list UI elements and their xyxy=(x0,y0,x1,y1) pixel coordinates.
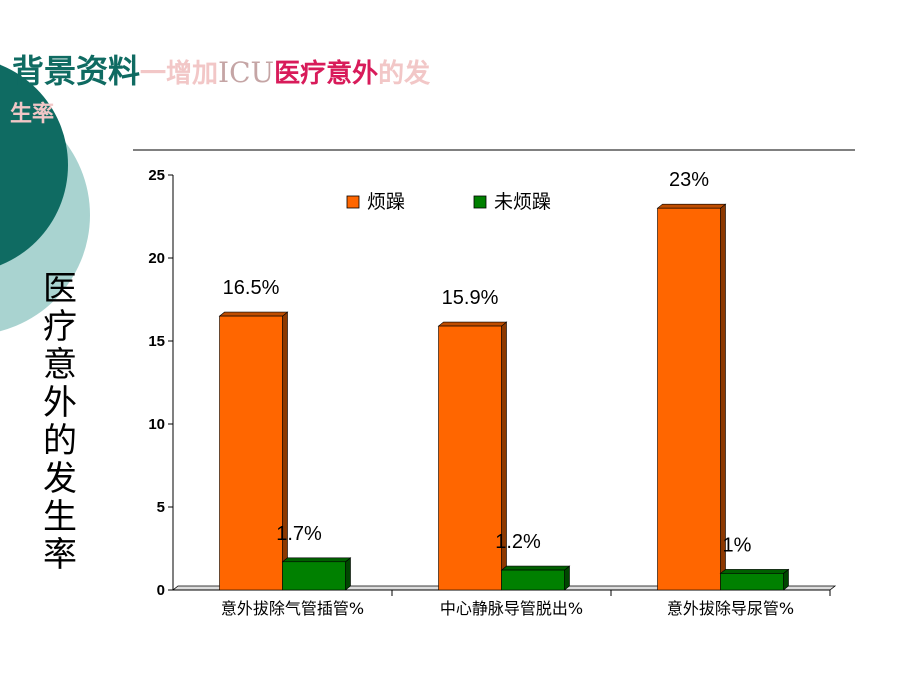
bar-top xyxy=(656,203,727,209)
bar xyxy=(219,315,283,591)
y-tick-label: 20 xyxy=(148,250,165,267)
data-label: 23% xyxy=(669,169,709,191)
y-axis-label-char: 发 xyxy=(43,459,77,499)
y-tick-label: 0 xyxy=(157,582,165,599)
bar xyxy=(282,561,346,591)
title-main: 背景资料 xyxy=(12,52,141,90)
bar xyxy=(438,325,502,591)
y-tick-label: 15 xyxy=(148,333,165,350)
bar-side xyxy=(720,203,726,591)
bar-top xyxy=(218,311,289,317)
legend-swatch xyxy=(346,195,360,209)
legend-label: 未烦躁 xyxy=(494,191,551,213)
title-red: 医疗意外 xyxy=(274,59,379,89)
y-axis-label-char: 率 xyxy=(43,535,77,575)
y-tick-label: 10 xyxy=(148,416,165,433)
y-axis-label-char: 疗 xyxy=(43,307,77,347)
bar xyxy=(657,207,721,591)
data-label: 1.2% xyxy=(495,531,541,553)
decor-circle-dark xyxy=(0,64,68,266)
y-tick-label: 5 xyxy=(157,499,165,516)
x-tick-label: 意外拔除导尿管% xyxy=(667,599,794,618)
bar-side xyxy=(345,557,351,591)
bar-top xyxy=(437,321,508,327)
y-tick-label: 25 xyxy=(148,167,165,184)
y-axis-label-char: 的 xyxy=(43,421,77,461)
bar xyxy=(720,573,784,591)
data-label: 15.9% xyxy=(442,287,499,309)
title-icu: ICU xyxy=(218,56,275,89)
legend-label: 烦躁 xyxy=(367,191,405,213)
y-axis-label-char: 意 xyxy=(43,345,77,385)
title-dash: 一增加 xyxy=(140,59,219,89)
data-label: 16.5% xyxy=(223,277,280,299)
bar-side xyxy=(282,311,288,591)
bar-top xyxy=(500,565,571,571)
y-axis-label: 医疗意外的发生率 xyxy=(38,270,82,574)
title-tail: 的发 xyxy=(378,59,431,89)
bar-top xyxy=(281,557,352,563)
x-tick-label: 意外拔除气管插管% xyxy=(221,599,364,618)
data-label: 1% xyxy=(723,534,752,556)
legend-swatch xyxy=(473,195,487,209)
y-axis-label-char: 医 xyxy=(43,269,77,309)
y-axis-label-char: 外 xyxy=(43,383,77,423)
data-label: 1.7% xyxy=(276,523,322,545)
slide-title: 背景资料一增加ICU医疗意外的发 xyxy=(12,46,430,92)
bar xyxy=(501,569,565,591)
title-line2: 生率 xyxy=(10,101,55,127)
bar-top xyxy=(719,569,790,574)
y-axis-label-char: 生 xyxy=(43,497,77,537)
x-tick-label: 中心静脉导管脱出% xyxy=(440,599,583,618)
